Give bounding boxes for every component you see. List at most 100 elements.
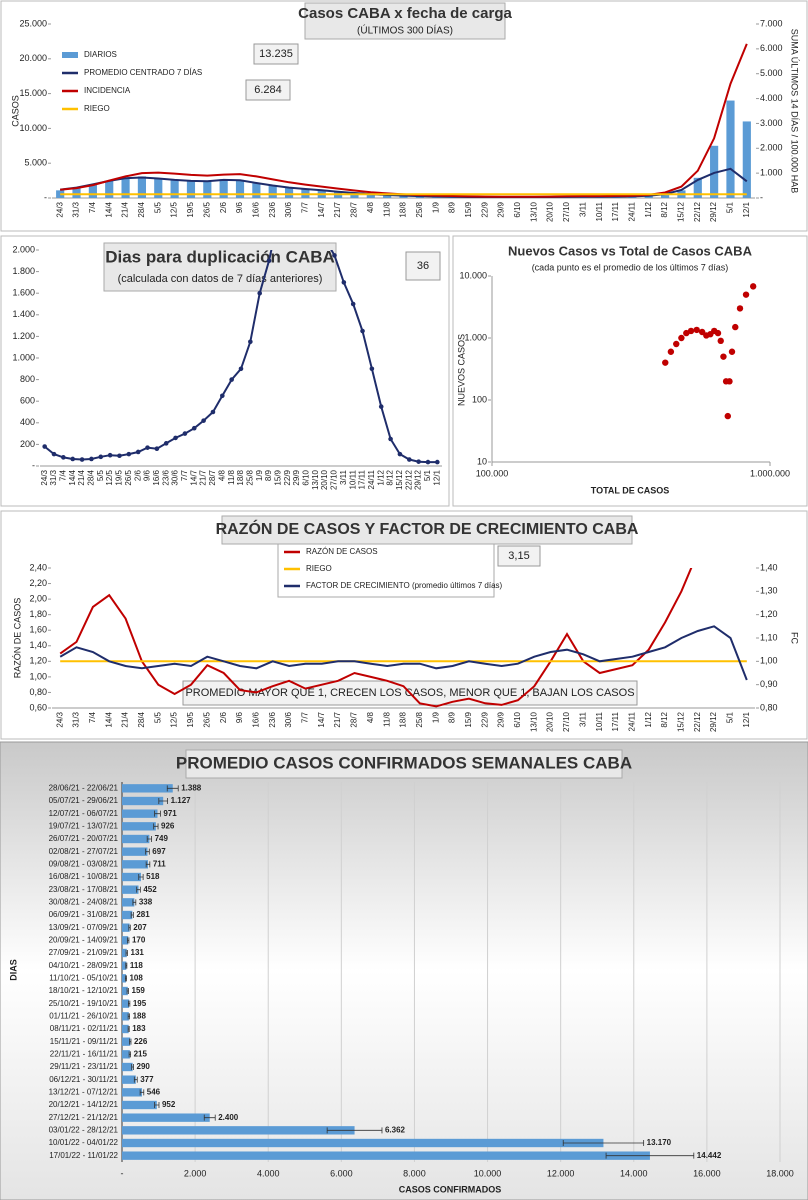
x-tick-label: 15/9 [274,469,283,485]
x-tick-label: 2/6 [219,711,228,723]
x-tick-label: 15/9 [464,711,473,727]
y-tick-label: 30/08/21 - 24/08/21 [49,897,119,906]
y2-tick-label: 6.000 [760,43,783,53]
y-tick-label: 19/07/21 - 13/07/21 [49,821,119,830]
data-label: 195 [133,999,147,1008]
y-tick-label: 12/07/21 - 06/07/21 [49,809,119,818]
x-tick-label: 28/4 [137,201,146,217]
bar [122,1151,650,1160]
y-tick-label: 20/12/21 - 14/12/21 [49,1100,119,1109]
y2-tick-label: 1.000 [760,168,783,178]
y-tick-label: 29/11/21 - 23/11/21 [50,1062,119,1071]
x-tick-label: 30/6 [284,711,293,727]
y-tick-label: 0,80 [29,687,47,697]
point [742,291,750,298]
error-bar [125,975,127,982]
y-tick-label: 10/01/22 - 04/01/22 [49,1138,119,1147]
y-tick-label: 22/11/21 - 16/11/21 [50,1049,119,1058]
y2-tick-label: 1,00 [760,656,778,666]
x-tick-label: 19/5 [115,469,124,485]
x-tick-label: 8/9 [264,469,273,481]
x-tick-label: 22/12 [404,469,413,490]
error-bar [127,1000,131,1007]
bar [644,195,653,198]
y-tick-label: 1.000 [464,332,487,342]
point [154,446,160,452]
annotation-box [405,251,441,281]
x-tick-label: 21/7 [199,469,208,485]
bar [268,185,277,198]
point [135,449,141,455]
bar [350,193,359,198]
annotation: 3,15 [508,550,529,562]
bar [742,121,751,198]
y2-tick-label: 1,30 [760,586,778,596]
x-tick-label: 24/11 [367,469,376,489]
x-tick-label: 24/11 [627,711,636,731]
x-tick-label: 17/11 [358,469,367,489]
bar [252,183,261,198]
bar [122,834,150,844]
data-label: 1.388 [181,783,202,792]
y2-tick-label: 4.000 [760,93,783,103]
annotation-box [497,545,541,567]
x-tick-label: 12/1 [742,201,751,217]
y-tick-label: 1.400 [12,309,35,319]
data-label: 377 [140,1075,154,1084]
y-tick-label: - [32,460,35,470]
x-tick-label: 24/3 [55,711,64,727]
y-tick-label: 10.000 [459,270,487,280]
y2-tick-label: 1,20 [760,609,778,619]
point [749,283,757,290]
point [714,329,722,337]
bar [122,986,128,996]
bar [56,190,65,198]
bar [122,974,126,983]
data-label: 518 [146,872,160,881]
y-tick-label: 02/08/21 - 27/07/21 [49,847,119,856]
y-tick-label: 10 [477,456,487,466]
annotation-box [245,79,291,101]
x-tick-label: 31/3 [49,469,58,485]
y2-tick-label: 7.000 [760,18,783,28]
error-bar [158,798,168,804]
x-tick-label: 14/7 [317,711,326,727]
error-bar [154,810,161,817]
x-tick-label: 3/11 [578,711,587,727]
y-tick-label: 08/11/21 - 02/11/21 [50,1024,119,1033]
x-tick-label: 16/6 [251,201,260,217]
x-tick-label: 29/9 [497,711,506,727]
x-tick-label: 7/4 [58,469,67,481]
bar [122,1075,136,1084]
x-tick-label: 6/10 [513,711,522,727]
x-tick-label: 15/12 [395,469,404,490]
point [341,280,347,285]
data-label: 2.400 [218,1113,239,1122]
y2-axis-label: FC [790,632,800,644]
annotation-box [253,43,299,65]
bar [122,999,130,1008]
point [79,457,85,462]
x-tick-label: 1/12 [644,201,653,217]
x-tick-label: 21/4 [77,469,86,485]
bar [122,784,173,793]
x-tick-label: 28/4 [137,711,146,727]
x-tick-label: 24/11 [627,201,636,221]
x-tick-label: 3/11 [339,469,348,485]
x-tick-label: 22/12 [693,711,702,732]
panel [452,235,808,507]
x-tick-label: 9/6 [143,469,152,481]
y-tick-label: 25.000 [19,18,47,28]
annotation: 36 [417,260,429,272]
x-tick-label: 12/1 [742,711,751,727]
x-tick-label: 20/10 [546,201,555,222]
title-box [103,242,337,292]
y2-tick-label: 1,10 [760,632,778,642]
y2-tick-label: 1,40 [760,562,778,572]
point [369,366,375,372]
error-bar [128,1051,131,1058]
annotation: 6.284 [254,84,282,96]
bar [122,1050,130,1059]
data-label: 926 [161,821,175,830]
bar [203,181,212,198]
